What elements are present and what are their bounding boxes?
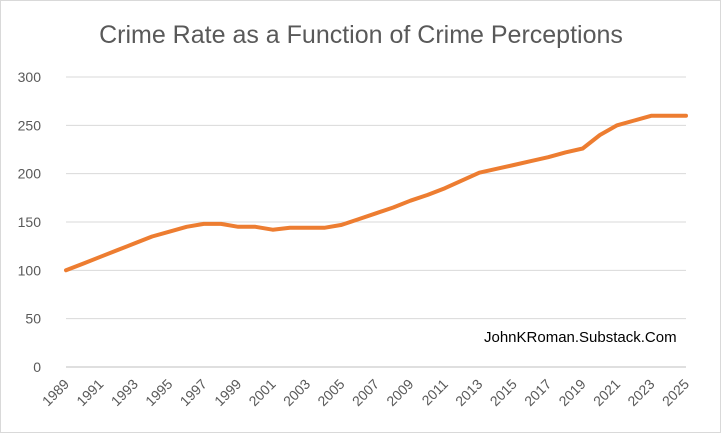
y-tick-label: 50 — [25, 311, 41, 327]
x-tick-label: 2001 — [245, 376, 278, 409]
gridlines — [66, 76, 686, 368]
x-tick-label: 1993 — [108, 376, 141, 409]
x-tick-label: 2025 — [659, 376, 692, 409]
y-tick-label: 300 — [18, 69, 42, 85]
series-line — [64, 113, 688, 273]
x-tick-label: 2019 — [555, 376, 588, 409]
x-tick-label: 1995 — [142, 376, 175, 409]
x-tick-label: 2009 — [383, 376, 416, 409]
x-tick-label: 1997 — [177, 376, 210, 409]
x-tick-label: 1999 — [211, 376, 244, 409]
y-tick-label: 0 — [33, 359, 41, 375]
x-tick-label: 2015 — [487, 376, 520, 409]
x-tick-label: 2005 — [314, 376, 347, 409]
x-tick-label: 2003 — [280, 376, 313, 409]
x-tick-label: 1989 — [39, 376, 72, 409]
y-axis-ticks: 0 50 100 150 200 250 300 — [18, 69, 42, 375]
x-tick-label: 1991 — [73, 376, 106, 409]
x-tick-label: 2023 — [624, 376, 657, 409]
y-tick-label: 150 — [18, 214, 42, 230]
x-tick-label: 2021 — [590, 376, 623, 409]
x-tick-label: 2013 — [452, 376, 485, 409]
chart-title: Crime Rate as a Function of Crime Percep… — [99, 21, 623, 49]
y-tick-label: 250 — [18, 117, 42, 133]
source-annotation: JohnKRoman.Substack.Com — [484, 329, 677, 346]
y-tick-label: 100 — [18, 262, 42, 278]
series-layer — [64, 113, 688, 273]
x-axis-ticks: 1989 1991 1993 1995 1997 1999 2001 2003 2005 2007… — [39, 376, 692, 409]
y-tick-label: 200 — [18, 166, 42, 182]
x-tick-label: 2011 — [418, 376, 451, 409]
x-tick-label: 2017 — [521, 376, 554, 409]
x-tick-label: 2007 — [349, 376, 382, 409]
